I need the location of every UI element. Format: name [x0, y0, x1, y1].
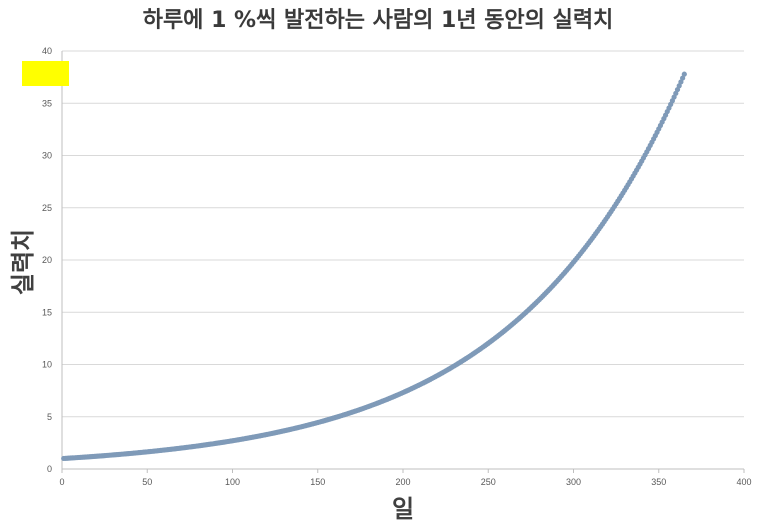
y-axis-title: 실력치: [9, 229, 37, 295]
x-tick-label-100: 100: [225, 477, 240, 487]
data-point-day-363: [678, 79, 684, 85]
y-tick-label-25: 25: [42, 203, 52, 213]
x-tick-label-400: 400: [736, 477, 751, 487]
x-tick-label-150: 150: [310, 477, 325, 487]
y-tick-label-5: 5: [47, 412, 52, 422]
y-tick-label-15: 15: [42, 307, 52, 317]
x-axis-title: 일: [392, 495, 414, 523]
y-tick-label-40: 40: [42, 46, 52, 56]
x-tick-label-50: 50: [142, 477, 152, 487]
y-tick-label-20: 20: [42, 255, 52, 265]
y-tick-label-10: 10: [42, 360, 52, 370]
data-point-day-364: [680, 75, 686, 81]
x-tick-label-350: 350: [651, 477, 666, 487]
series-points: [61, 71, 687, 462]
yellow-highlight-box: [22, 60, 69, 86]
x-tick-label-200: 200: [395, 477, 410, 487]
data-point-day-365: [681, 71, 687, 77]
chart-title: 하루에 1 %씩 발전하는 사람의 1년 동안의 실력치: [143, 8, 614, 33]
x-tick-label-0: 0: [59, 477, 64, 487]
y-tick-label-0: 0: [47, 464, 52, 474]
x-tick-label-300: 300: [566, 477, 581, 487]
grid-layer: [62, 50, 744, 418]
y-tick-label-30: 30: [42, 151, 52, 161]
y-tick-label-35: 35: [42, 98, 52, 108]
axis-layer: [61, 51, 745, 473]
x-tick-label-250: 250: [481, 477, 496, 487]
